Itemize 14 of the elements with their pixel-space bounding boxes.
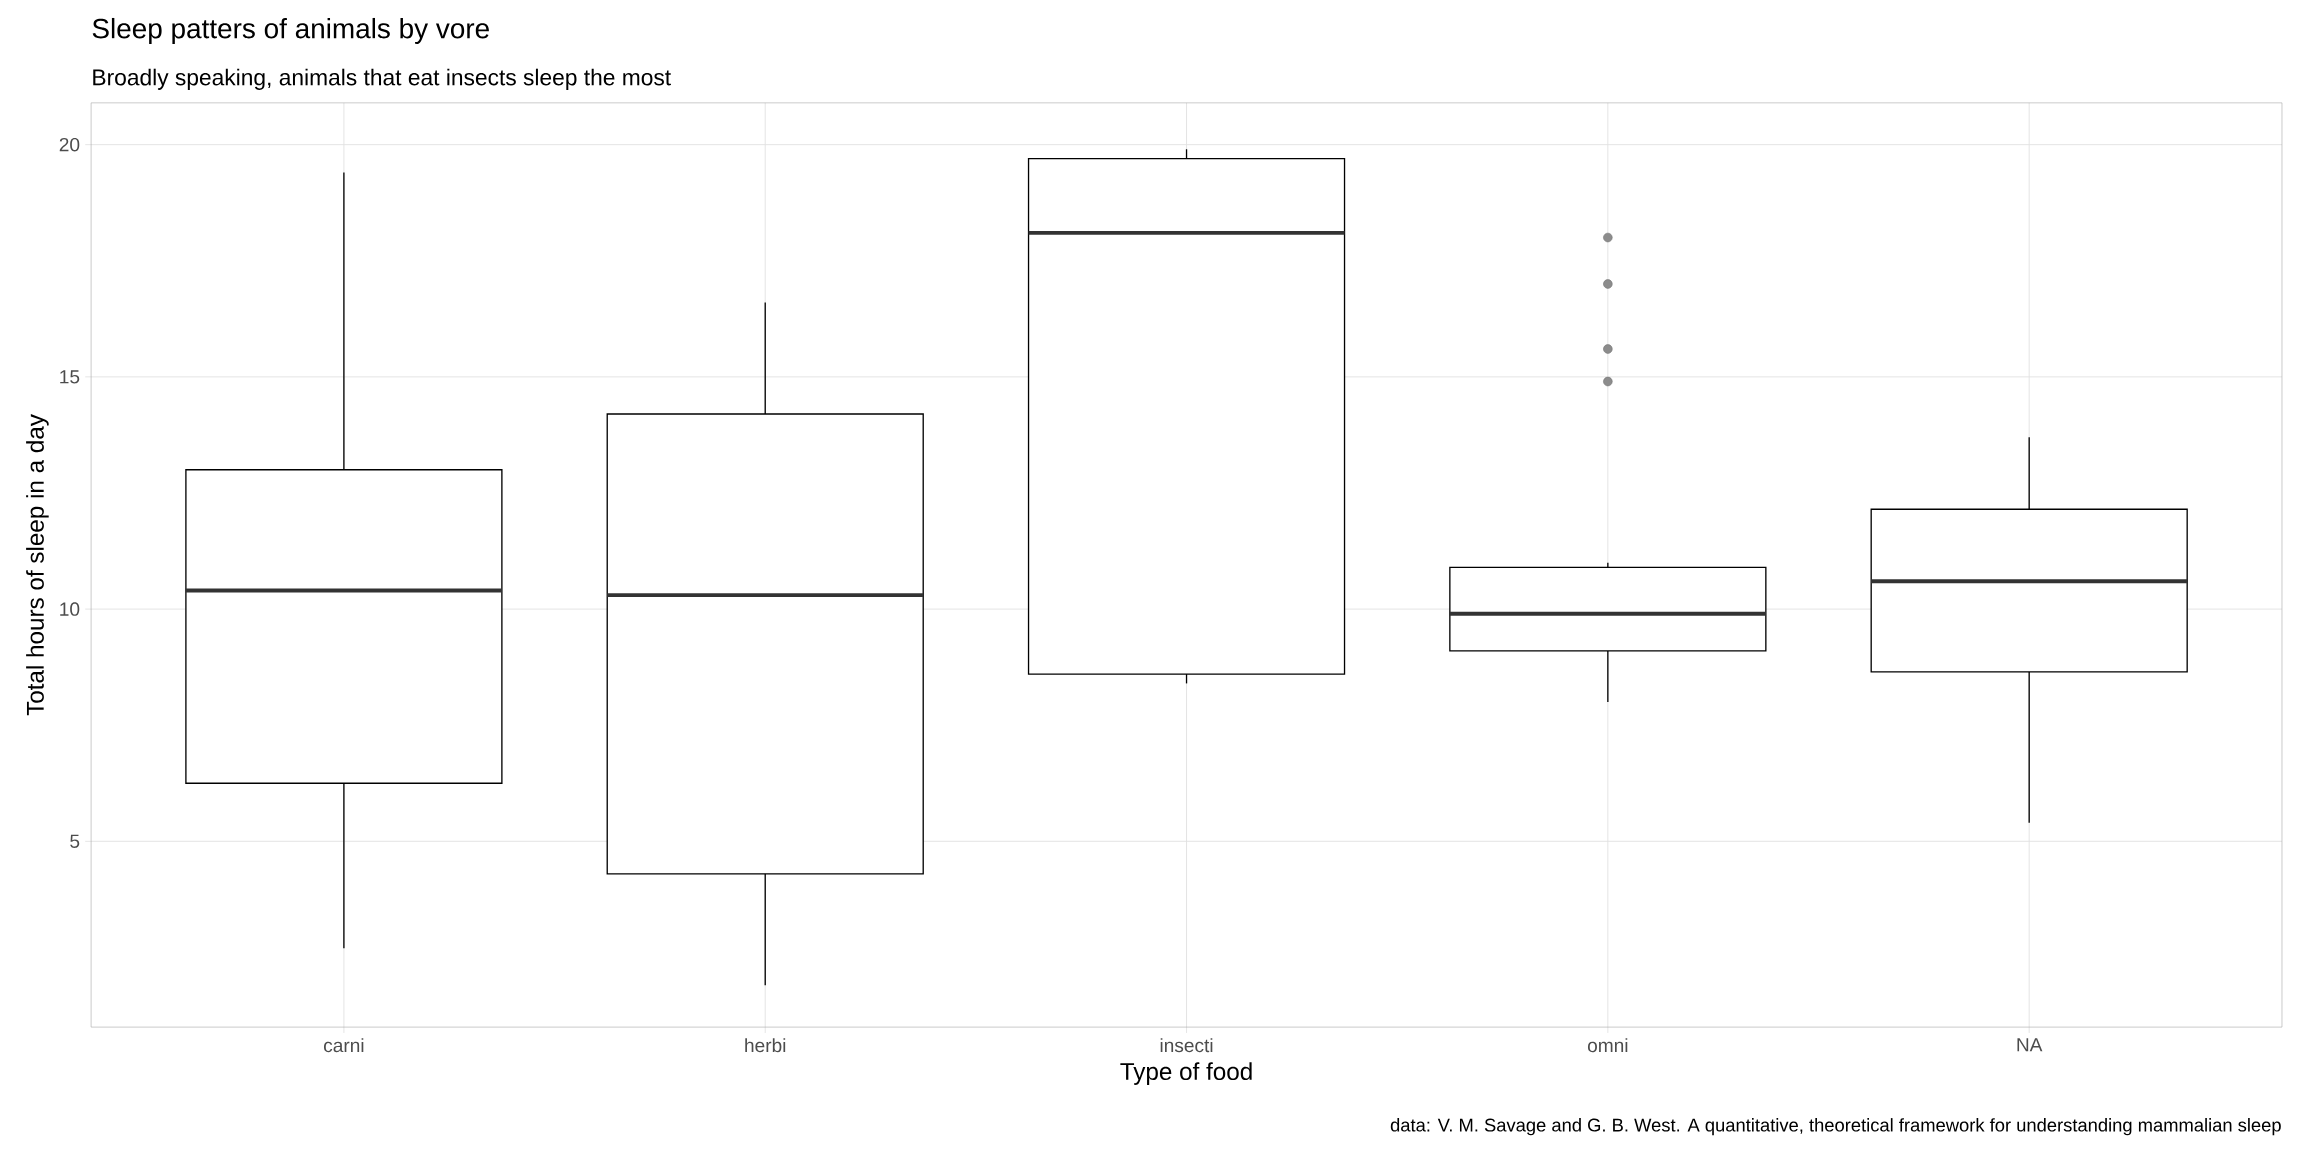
x-tick-label: herbi xyxy=(745,1038,786,1053)
chart-subtitle: Broadly speaking, animals that eat insects sleep the most xyxy=(93,68,671,90)
y-axis-title: Total hours of sleep in a day xyxy=(26,414,49,716)
y-tick-label: 5 xyxy=(70,834,80,848)
x-tick-label: omni xyxy=(1587,1038,1628,1053)
x-tick-label: NA xyxy=(2017,1038,2043,1052)
x-axis-title: Type of food xyxy=(1120,1062,1252,1085)
y-tick-label: 10 xyxy=(60,602,80,616)
x-tick-label: carni xyxy=(324,1038,364,1053)
x-tick-label: insecti xyxy=(1160,1038,1213,1053)
y-tick-label: 15 xyxy=(60,370,80,384)
chart-title: Sleep patters of animals by vore xyxy=(92,17,489,44)
y-tick-label: 20 xyxy=(59,137,80,152)
text: data: V. M. Savage and G. B. West. A quantitative, theoretical framework for understanding mammalian sleep xyxy=(1390,1118,2281,1136)
